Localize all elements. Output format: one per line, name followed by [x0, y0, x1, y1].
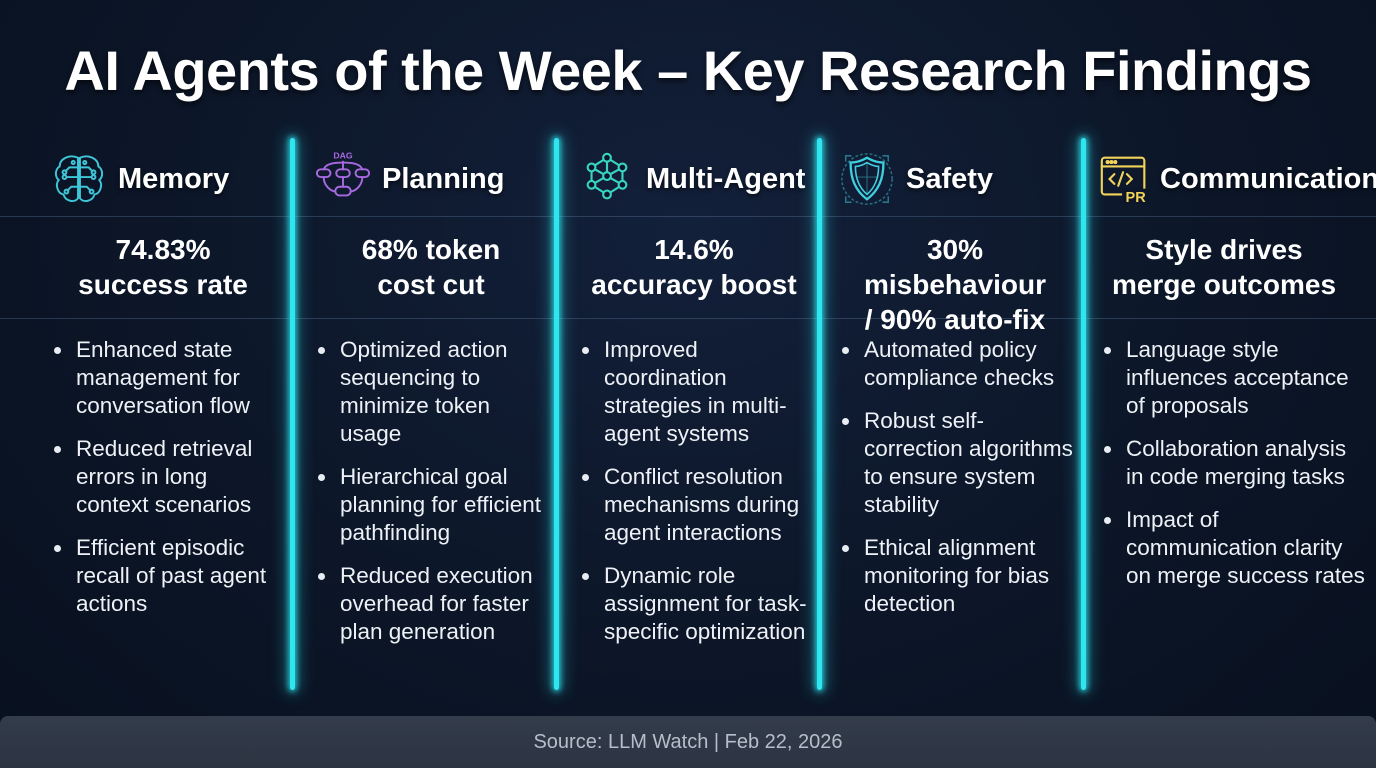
list-item: Dynamic role assignment for task-specifi…	[576, 562, 812, 646]
list-item: Conflict resolution mechanisms during ag…	[576, 463, 812, 547]
column-header: Memory	[48, 148, 278, 210]
list-item: Ethical alignment monitoring for bias de…	[836, 534, 1074, 618]
list-item: Collaboration analysis in code merging t…	[1098, 435, 1368, 491]
list-item: Impact of communication clarity on merge…	[1098, 506, 1368, 590]
column-title: Planning	[382, 162, 505, 195]
column-title: Communication	[1160, 162, 1376, 195]
list-item: Enhanced state management for conversati…	[48, 336, 278, 420]
column-multi-agent: Multi-Agent 14.6% accuracy boost Improve…	[576, 140, 812, 700]
glow-divider	[290, 138, 295, 690]
glow-divider	[1081, 138, 1086, 690]
list-item: Reduced execution overhead for faster pl…	[312, 562, 550, 646]
column-memory: Memory 74.83% success rate Enhanced stat…	[48, 140, 278, 700]
column-title: Multi-Agent	[646, 162, 806, 195]
column-safety: Safety 30% misbehaviour / 90% auto-fix A…	[836, 140, 1074, 700]
stat-value: 74.83% success rate	[78, 234, 248, 300]
column-planning: DAG Planning 68% token cost cut Optimize…	[312, 140, 550, 700]
code-pr-window-icon: PR	[1098, 148, 1152, 210]
findings-list: Improved coordination strategies in mult…	[576, 336, 812, 661]
list-item: Hierarchical goal planning for efficient…	[312, 463, 550, 547]
source-footer: Source: LLM Watch | Feb 22, 2026	[0, 716, 1376, 768]
list-item: Optimized action sequencing to minimize …	[312, 336, 550, 448]
stat-value: 68% token cost cut	[361, 234, 501, 300]
findings-list: Optimized action sequencing to minimize …	[312, 336, 550, 661]
findings-list: Language style influences acceptance of …	[1098, 336, 1368, 605]
stat-value: 30% misbehaviour / 90% auto-fix	[863, 234, 1047, 335]
glow-divider	[554, 138, 559, 690]
glow-divider	[817, 138, 822, 690]
svg-text:DAG: DAG	[333, 151, 353, 161]
column-header: Multi-Agent	[576, 148, 812, 210]
svg-text:PR: PR	[1126, 190, 1147, 206]
stat-divider-line	[0, 318, 1376, 319]
list-item: Reduced retrieval errors in long context…	[48, 435, 278, 519]
column-header: DAG Planning	[312, 148, 550, 210]
page-title: AI Agents of the Week – Key Research Fin…	[64, 39, 1312, 102]
source-text: Source: LLM Watch | Feb 22, 2026	[533, 730, 843, 753]
column-title: Memory	[118, 162, 230, 195]
list-item: Improved coordination strategies in mult…	[576, 336, 812, 448]
dag-flowchart-icon: DAG	[312, 148, 374, 210]
header-divider-line	[0, 216, 1376, 217]
findings-list: Enhanced state management for conversati…	[48, 336, 278, 633]
list-item: Language style influences acceptance of …	[1098, 336, 1368, 420]
findings-list: Automated policy compliance checks Robus…	[836, 336, 1074, 633]
network-nodes-icon	[576, 148, 638, 210]
column-communication: PR Communication Style drives merge outc…	[1098, 140, 1376, 700]
shield-icon	[836, 148, 898, 210]
list-item: Robust self-correction algorithms to ens…	[836, 407, 1074, 519]
brain-circuit-icon	[48, 148, 110, 210]
list-item: Efficient episodic recall of past agent …	[48, 534, 278, 618]
column-header: Safety	[836, 148, 1074, 210]
list-item: Automated policy compliance checks	[836, 336, 1074, 392]
column-title: Safety	[906, 162, 994, 195]
stat-value: 14.6% accuracy boost	[591, 234, 797, 300]
column-header: PR Communication	[1098, 148, 1376, 210]
stat-value: Style drives merge outcomes	[1111, 234, 1337, 300]
